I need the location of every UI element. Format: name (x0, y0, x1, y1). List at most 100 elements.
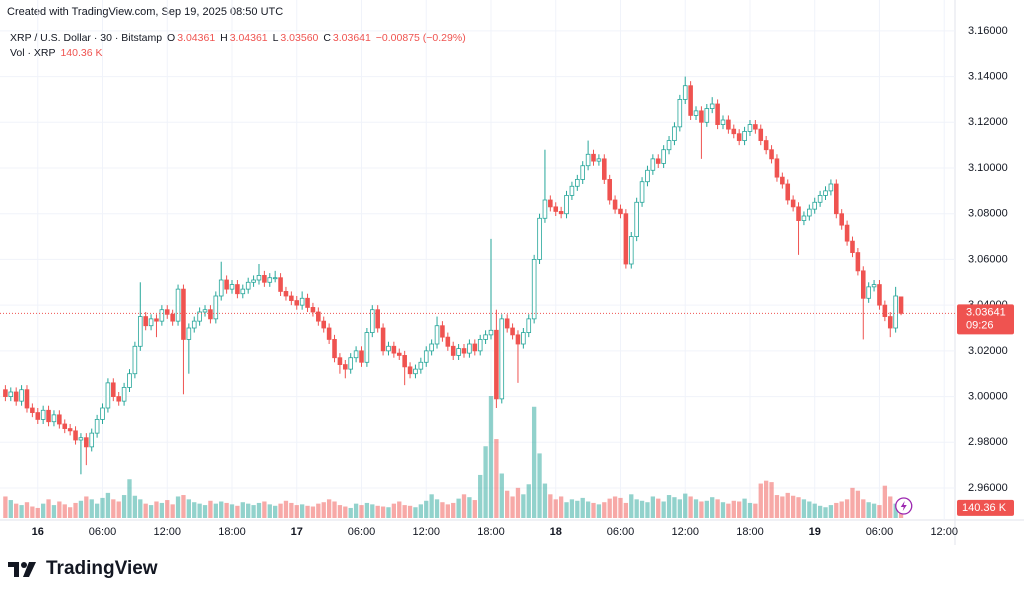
candle-body (148, 318, 154, 327)
candle-body (699, 110, 704, 123)
volume-bar (424, 500, 429, 518)
volume-bar (30, 506, 35, 518)
x-tick-label: 18:00 (218, 526, 246, 538)
candle-body (467, 343, 472, 354)
volume-bar (197, 503, 202, 518)
volume-bar (235, 505, 240, 518)
alert-icon (900, 501, 907, 511)
candle-body (310, 307, 316, 313)
ohlc-value: 3.03641 (332, 32, 371, 44)
y-tick-label: 3.06000 (968, 253, 1008, 265)
volume-bar (866, 502, 871, 518)
volume-bar (607, 498, 612, 518)
volume-bar (807, 501, 812, 518)
candle-body (251, 279, 256, 283)
volume-bar (596, 504, 602, 518)
candle-body (682, 85, 688, 100)
volume-bar (429, 494, 434, 518)
volume-bar (132, 495, 138, 518)
candle-body (785, 183, 791, 201)
candle-body (828, 183, 834, 192)
volume-bar (262, 501, 267, 518)
candle-body (418, 361, 424, 370)
volume-bar (569, 499, 575, 518)
volume-bar (175, 496, 181, 518)
volume-bar (348, 507, 353, 518)
ohlc-label: O (167, 32, 176, 44)
last-price-box (957, 304, 1014, 335)
legend: XRP / U.S. Dollar · 30 · Bitstamp O 3.043… (10, 31, 468, 61)
volume-bar (575, 500, 580, 518)
volume-bar (537, 453, 542, 518)
volume-bar (57, 501, 62, 518)
volume-bar (321, 502, 326, 518)
candle-body (612, 199, 618, 210)
ohlc-label: H (220, 32, 228, 44)
candle-body (84, 437, 89, 448)
candle-body (499, 318, 505, 400)
volume-bar (213, 503, 218, 518)
candle-body (186, 327, 192, 340)
volume-bar (780, 496, 785, 518)
volume-bar (467, 497, 472, 518)
volume-bar (332, 501, 337, 518)
volume-bar (893, 503, 898, 518)
grid (0, 0, 955, 520)
candle-body (337, 357, 343, 365)
candle-body (105, 382, 111, 409)
candle-body (423, 350, 429, 363)
candle-body (769, 149, 774, 160)
x-tick-label: 12:00 (671, 526, 699, 538)
volume-bar (472, 500, 477, 518)
volume-bar (116, 501, 121, 518)
volume-bar (677, 499, 682, 518)
candle-body (305, 297, 310, 308)
y-tick-label: 3.08000 (968, 208, 1008, 220)
candle-body (564, 195, 569, 215)
candle-body (369, 309, 375, 333)
candle-body (877, 284, 882, 306)
candle-body (704, 108, 710, 123)
volume-bar (316, 503, 321, 518)
volume-bar (683, 493, 688, 518)
volume-bar (337, 505, 343, 518)
last-price-label: 3.03641 (966, 306, 1006, 318)
candle-body (817, 195, 823, 203)
volume-bar (127, 479, 132, 518)
candle-body (607, 179, 612, 201)
candle-body (677, 99, 683, 128)
x-tick-label: 16 (32, 526, 44, 538)
candle-body (450, 345, 456, 356)
volume-bar (629, 494, 634, 518)
volume-bar (402, 505, 407, 518)
volume-bar (737, 501, 742, 518)
volume-bar (612, 496, 618, 518)
candle-body (645, 169, 650, 183)
volume-bar (726, 503, 731, 518)
candle-body (580, 165, 586, 180)
candle-body (440, 325, 445, 338)
volume-bar (774, 495, 780, 518)
candle-body (94, 419, 100, 434)
volume-bar (650, 496, 656, 518)
candle-body (796, 206, 801, 221)
volume-bar (445, 504, 450, 518)
candle-body (688, 85, 693, 116)
candle-body (494, 329, 499, 400)
x-tick-label: 06:00 (89, 526, 117, 538)
candle-body (553, 206, 559, 212)
volume-bar (812, 503, 817, 518)
candle-body (24, 389, 30, 409)
volume-bar (73, 502, 78, 518)
volume-bar (289, 502, 294, 518)
candle-body (812, 201, 818, 210)
volume-bar (208, 500, 213, 518)
volume-bar (386, 507, 391, 518)
volume-bar (278, 503, 283, 518)
chart: 2.960002.980003.000003.020003.040003.060… (0, 0, 1024, 545)
y-tick-label: 3.16000 (968, 25, 1008, 37)
ohlc-value: 3.04361 (229, 32, 268, 44)
candle-body (898, 296, 904, 314)
candle-body (709, 103, 715, 109)
candle-body (57, 414, 62, 425)
